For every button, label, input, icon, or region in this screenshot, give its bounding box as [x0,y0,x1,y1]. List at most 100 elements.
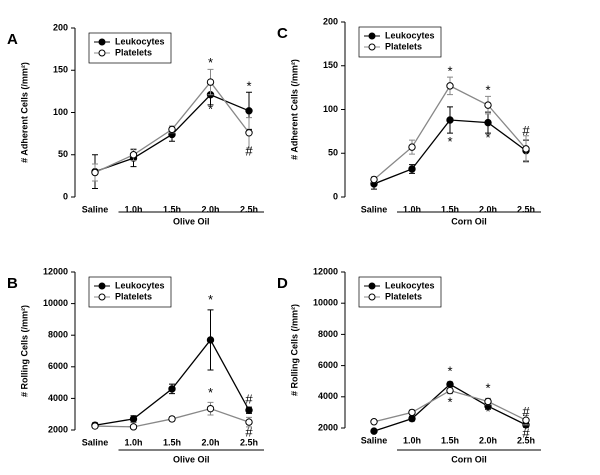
legend-marker [98,293,106,301]
annotation: * [485,404,490,419]
data-point [91,422,99,430]
x-tick-label: 2.5h [240,437,258,447]
data-point [522,416,530,424]
data-point [522,145,530,153]
x-tick-label: 2.0h [201,204,219,214]
data-point [408,165,416,173]
annotation: * [208,292,213,307]
y-tick-label: 8000 [318,329,338,339]
legend-label: Platelets [385,291,422,301]
data-point [446,380,454,389]
panel-label: D [277,275,288,292]
x-tick-label: 2.5h [517,204,535,214]
y-tick-label: 0 [63,191,68,201]
data-point [370,175,378,184]
data-point [408,143,416,151]
y-axis-label: # Adherent Cells (/mm²) [289,59,299,160]
data-point [446,116,454,124]
panel: A # Adherent Cells (/mm²) 0 50 100 150 200 Sali… [7,22,264,226]
data-point [168,385,176,393]
y-tick-label: 4000 [318,391,338,401]
legend-marker [98,282,106,290]
annotation: * [208,385,213,400]
data-point [370,427,378,435]
data-point [446,82,454,90]
annotation: * [447,363,452,378]
legend-label: Leukocytes [385,30,435,40]
annotation: * [447,394,452,409]
x-tick-label: 1.0h [124,437,142,447]
legend-box [358,26,442,58]
data-point [91,168,99,177]
data-point [484,101,492,109]
y-tick-label: 100 [323,104,338,114]
data-point [446,386,454,395]
y-tick-label: 2000 [318,422,338,432]
y-tick-label: 10000 [43,298,68,308]
legend-marker [98,38,106,46]
annotation: * [485,380,490,395]
y-tick-label: 150 [323,60,338,70]
annotation: # [245,425,253,440]
data-point [129,415,138,423]
annotation: * [208,101,213,116]
data-point [245,129,253,137]
y-tick-label: 100 [53,107,68,117]
group-label: Corn Oil [451,216,487,226]
panel-label: A [7,31,18,48]
y-axis-label: # Adherent Cells (/mm²) [19,62,29,163]
x-tick-label: 1.5h [441,435,459,445]
x-tick-label: 1.5h [163,204,181,214]
y-tick-label: 12000 [43,266,68,276]
legend-label: Platelets [385,41,422,51]
y-tick-label: 50 [58,149,68,159]
x-tick-label: Saline [361,204,388,214]
x-tick-label: 2.0h [479,435,497,445]
legend-marker [98,49,106,57]
panel: B # Rolling Cells (/mm²) 2000 4000 6000 8000 1… [7,266,264,464]
y-tick-label: 4000 [48,393,68,403]
legend-label: Leukocytes [115,280,165,290]
legend-marker [368,43,376,51]
annotation: # [522,123,530,138]
x-tick-label: 2.5h [240,204,258,214]
group-label: Olive Oil [173,216,210,226]
data-point [484,118,492,127]
legend-box [88,32,172,64]
x-tick-label: 1.0h [403,435,421,445]
y-tick-label: 0 [333,191,338,201]
y-tick-label: 12000 [313,266,338,276]
x-tick-label: 2.5h [517,435,535,445]
y-tick-label: 10000 [313,298,338,308]
annotation: * [447,63,452,78]
data-point [206,78,215,86]
x-tick-label: Saline [82,437,109,447]
legend-marker [368,32,376,40]
annotation: # [522,404,530,419]
panel-label: B [7,275,18,292]
legend-label: Platelets [115,291,152,301]
data-point [206,404,215,413]
series-line [94,338,250,426]
data-point [245,406,253,414]
data-point [168,125,176,134]
y-tick-label: 50 [328,148,338,158]
group-label: Corn Oil [451,454,487,464]
legend-label: Leukocytes [115,36,165,46]
legend-box [358,276,442,308]
y-tick-label: 200 [53,22,68,32]
y-axis-label: # Rolling Cells (/mm²) [19,305,29,397]
y-tick-label: 8000 [48,330,68,340]
legend-marker [368,282,376,290]
data-point [245,107,253,115]
y-tick-label: 200 [323,16,338,26]
data-point [129,151,138,159]
y-axis-label: # Rolling Cells (/mm²) [289,304,299,396]
annotation: * [208,55,213,70]
annotation: * [485,83,490,98]
x-tick-label: Saline [82,204,109,214]
data-point [245,418,253,426]
panel: D # Rolling Cells (/mm²) 2000 4000 6000 8000 1… [277,266,541,464]
x-tick-label: 2.0h [201,437,219,447]
